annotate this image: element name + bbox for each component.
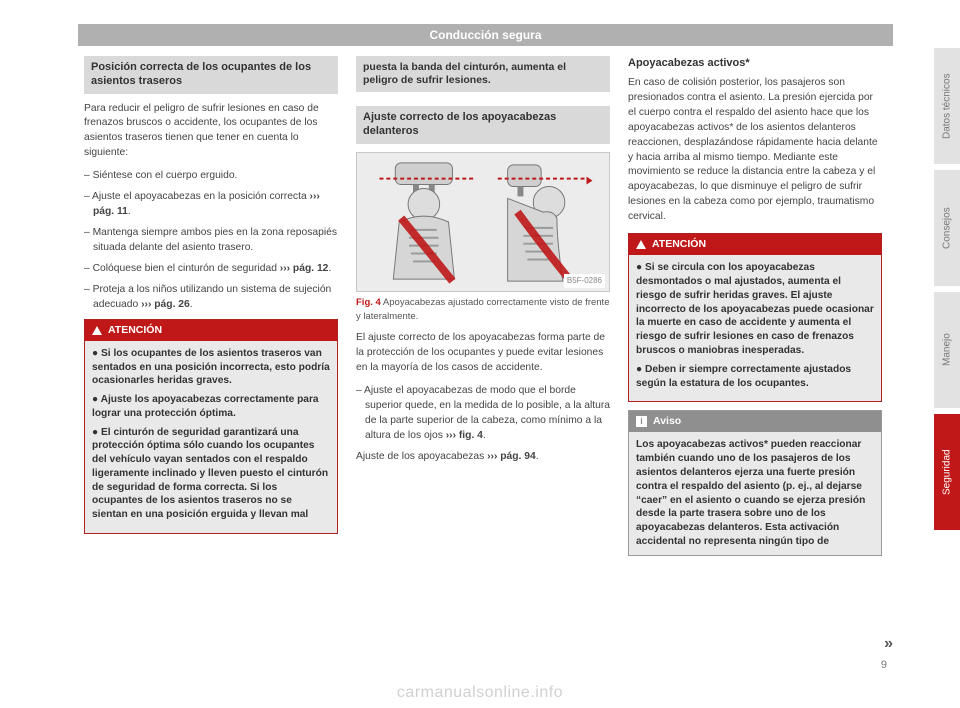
list-item: – Siéntese con el cuerpo erguido. [84, 169, 338, 184]
body-paragraph: En caso de colisión posterior, los pasaj… [628, 76, 882, 225]
warning-continuation: puesta la banda del cinturón, aumenta el… [356, 56, 610, 92]
body-paragraph: Ajuste de los apoyacabezas ››› pág. 94. [356, 450, 610, 465]
tab-datos-tecnicos[interactable]: Datos técnicos [934, 48, 960, 164]
tab-label: Datos técnicos [942, 73, 953, 139]
intro-paragraph: Para reducir el peligro de sufrir lesion… [84, 102, 338, 162]
list-item-text: – Proteja a los niños utilizando un sist… [84, 284, 331, 310]
column-3: Apoyacabezas activos* En caso de colisió… [628, 56, 882, 556]
page-ref-link[interactable]: ››› pág. 94 [487, 451, 536, 462]
figure-caption-text: Apoyacabezas ajustado correctamente vist… [356, 297, 609, 322]
sub-heading: Apoyacabezas activos* [628, 56, 882, 72]
section-heading: Ajuste correcto de los apoyacabezas dela… [356, 106, 610, 144]
warning-item: ● El cinturón de seguridad garantizará u… [92, 426, 330, 522]
list-item: – Colóquese bien el cinturón de segurida… [84, 262, 338, 277]
tab-label: Manejo [942, 334, 953, 367]
warning-triangle-icon [92, 326, 102, 335]
warning-label: ATENCIÓN [652, 237, 706, 252]
notice-body: Los apoyacabezas activos* pueden reaccio… [629, 432, 881, 554]
tab-label: Consejos [942, 207, 953, 249]
headrest-illustration-icon [357, 153, 609, 291]
warning-item: ● Deben ir siempre correctamente ajustad… [636, 363, 874, 391]
tab-consejos[interactable]: Consejos [934, 170, 960, 286]
notice-heading: i Aviso [629, 411, 881, 432]
warning-box: ATENCIÓN ● Si los ocupantes de los asien… [84, 319, 338, 534]
figure-headrest: B5F-0286 [356, 152, 610, 292]
list-item-text: . [128, 206, 131, 217]
warning-triangle-icon [636, 240, 646, 249]
list-item: – Ajuste el apoyacabezas de modo que el … [356, 384, 610, 444]
page-ref-link[interactable]: ››› pág. 12 [280, 263, 329, 274]
warning-body: ● Si los ocupantes de los asientos trase… [85, 341, 337, 533]
warning-heading: ATENCIÓN [629, 234, 881, 255]
page-section-title: Conducción segura [78, 24, 893, 46]
list-item-text: . [328, 263, 331, 274]
list-item-text: – Colóquese bien el cinturón de segurida… [84, 263, 280, 274]
warning-body: ● Si se circula con los apoyacabezas des… [629, 255, 881, 401]
manual-page: Conducción segura Posición correcta de l… [78, 24, 893, 669]
warning-item: ● Si se circula con los apoyacabezas des… [636, 261, 874, 357]
info-icon: i [636, 416, 647, 427]
list-item: – Ajuste el apoyacabezas en la posición … [84, 190, 338, 220]
figure-caption: Fig. 4 Apoyacabezas ajustado correctamen… [356, 296, 610, 324]
column-2: puesta la banda del cinturón, aumenta el… [356, 56, 610, 556]
warning-item: ● Ajuste los apoyacabezas correctamente … [92, 393, 330, 421]
paragraph-text: . [536, 451, 539, 462]
section-tabs: Datos técnicos Consejos Manejo Seguridad [934, 48, 960, 536]
column-1: Posición correcta de los ocupantes de lo… [84, 56, 338, 556]
list-item-text: . [190, 299, 193, 310]
warning-heading: ATENCIÓN [85, 320, 337, 341]
list-item: – Mantenga siempre ambos pies en la zona… [84, 226, 338, 256]
list-item-text: – Ajuste el apoyacabezas en la posición … [84, 191, 310, 202]
warning-box: ATENCIÓN ● Si se circula con los apoyaca… [628, 233, 882, 402]
tab-label: Seguridad [942, 449, 953, 495]
notice-box: i Aviso Los apoyacabezas activos* pueden… [628, 410, 882, 555]
section-heading: Posición correcta de los ocupantes de lo… [84, 56, 338, 94]
watermark: carmanualsonline.info [0, 684, 960, 702]
list-item: – Proteja a los niños utilizando un sist… [84, 283, 338, 313]
page-section-title-text: Conducción segura [429, 28, 541, 42]
paragraph-text: Ajuste de los apoyacabezas [356, 451, 487, 462]
warning-item: ● Si los ocupantes de los asientos trase… [92, 347, 330, 388]
tab-seguridad[interactable]: Seguridad [934, 414, 960, 530]
body-paragraph: El ajuste correcto de los apoyacabezas f… [356, 331, 610, 376]
figure-ref-link[interactable]: ››› fig. 4 [446, 430, 483, 441]
content-columns: Posición correcta de los ocupantes de lo… [84, 56, 893, 556]
continuation-mark-icon: » [884, 635, 893, 653]
figure-number: Fig. 4 [356, 297, 381, 308]
warning-label: ATENCIÓN [108, 323, 162, 338]
figure-code: B5F-0286 [564, 274, 605, 288]
notice-label: Aviso [653, 414, 681, 429]
page-number: 9 [881, 659, 887, 671]
tab-manejo[interactable]: Manejo [934, 292, 960, 408]
page-ref-link[interactable]: ››› pág. 26 [141, 299, 190, 310]
list-item-text: . [483, 430, 486, 441]
